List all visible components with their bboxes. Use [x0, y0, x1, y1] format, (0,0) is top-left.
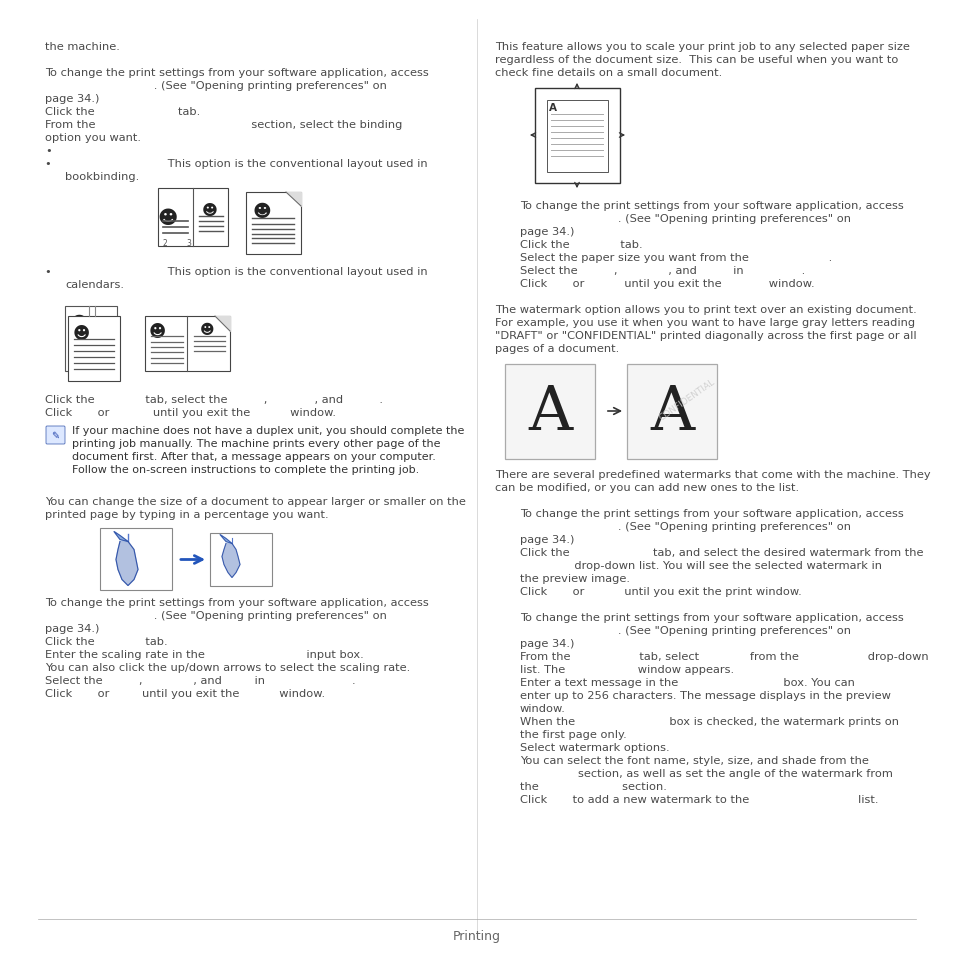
Text: ☻: ☻ — [202, 203, 217, 218]
Text: drop-down list. You will see the selected watermark in: drop-down list. You will see the selecte… — [519, 560, 882, 571]
Text: Follow the on-screen instructions to complete the printing job.: Follow the on-screen instructions to com… — [71, 464, 418, 475]
Text: From the                                           section, select the binding: From the section, select the binding — [45, 120, 402, 130]
Text: The watermark option allows you to print text over an existing document.: The watermark option allows you to print… — [495, 305, 916, 314]
Text: Click the                       tab.: Click the tab. — [45, 107, 200, 117]
Text: To change the print settings from your software application, access: To change the print settings from your s… — [519, 201, 902, 211]
Text: To change the print settings from your software application, access: To change the print settings from your s… — [45, 68, 428, 78]
Text: the first page only.: the first page only. — [519, 729, 626, 740]
Text: CONFIDENTIAL: CONFIDENTIAL — [657, 377, 716, 422]
Text: You can select the font name, style, size, and shade from the: You can select the font name, style, siz… — [519, 755, 868, 765]
Text: enter up to 256 characters. The message displays in the preview: enter up to 256 characters. The message … — [519, 690, 890, 700]
Text: the                       section.: the section. — [519, 781, 666, 791]
Polygon shape — [113, 532, 128, 542]
Text: printed page by typing in a percentage you want.: printed page by typing in a percentage y… — [45, 510, 328, 520]
Text: Enter a text message in the                             box. You can: Enter a text message in the box. You can — [519, 678, 854, 687]
Text: ☻: ☻ — [148, 323, 166, 340]
Polygon shape — [116, 542, 138, 586]
Text: Click the              tab.: Click the tab. — [519, 240, 642, 250]
Text: check fine details on a small document.: check fine details on a small document. — [495, 68, 721, 78]
Text: For example, you use it when you want to have large gray letters reading: For example, you use it when you want to… — [495, 317, 914, 328]
Text: ☻: ☻ — [72, 325, 90, 343]
Text: •                                This option is the conventional layout used in: • This option is the conventional layout… — [45, 267, 427, 276]
Text: To change the print settings from your software application, access: To change the print settings from your s… — [519, 613, 902, 622]
Text: Click       to add a new watermark to the                              list.: Click to add a new watermark to the list… — [519, 794, 878, 804]
Text: option you want.: option you want. — [45, 132, 141, 143]
Text: . (See "Opening printing preferences" on: . (See "Opening printing preferences" on — [519, 625, 850, 636]
Text: ☻: ☻ — [157, 209, 178, 228]
Text: ☻: ☻ — [70, 314, 89, 333]
Polygon shape — [214, 316, 230, 332]
Text: Printing: Printing — [453, 929, 500, 942]
Text: . (See "Opening printing preferences" on: . (See "Opening printing preferences" on — [519, 213, 850, 224]
Text: . (See "Opening printing preferences" on: . (See "Opening printing preferences" on — [519, 521, 850, 532]
Bar — [158, 189, 228, 247]
Text: calendars.: calendars. — [65, 280, 124, 290]
Bar — [535, 89, 619, 184]
Text: can be modified, or you can add new ones to the list.: can be modified, or you can add new ones… — [495, 482, 799, 493]
Bar — [626, 365, 717, 459]
Text: Select the          ,              , and         in                        .: Select the , , and in . — [45, 676, 355, 686]
Text: page 34.): page 34.) — [519, 535, 574, 544]
Bar — [100, 528, 172, 590]
Text: To change the print settings from your software application, access: To change the print settings from your s… — [45, 598, 428, 608]
Text: page 34.): page 34.) — [45, 624, 99, 634]
Text: 3: 3 — [186, 239, 191, 248]
Text: ☻: ☻ — [253, 203, 271, 221]
Text: pages of a document.: pages of a document. — [495, 344, 618, 354]
Bar — [68, 316, 120, 381]
Text: A: A — [527, 382, 572, 442]
Text: page 34.): page 34.) — [519, 227, 574, 236]
Text: Click the                       tab, and select the desired watermark from the: Click the tab, and select the desired wa… — [519, 547, 923, 558]
Text: window.: window. — [519, 703, 565, 713]
Text: Select the          ,              , and          in                .: Select the , , and in . — [519, 266, 804, 275]
Text: There are several predefined watermarks that come with the machine. They: There are several predefined watermarks … — [495, 470, 929, 479]
Text: section, as well as set the angle of the watermark from: section, as well as set the angle of the… — [519, 768, 892, 779]
Text: Select watermark options.: Select watermark options. — [519, 742, 669, 752]
Bar — [246, 193, 301, 254]
Text: Click       or         until you exit the           window.: Click or until you exit the window. — [45, 689, 325, 699]
Text: . (See "Opening printing preferences" on: . (See "Opening printing preferences" on — [45, 81, 387, 91]
Text: ✎: ✎ — [51, 431, 59, 440]
Text: Select the paper size you want from the                      .: Select the paper size you want from the … — [519, 253, 831, 263]
Text: 2: 2 — [163, 239, 168, 248]
Bar — [65, 307, 117, 372]
Polygon shape — [286, 193, 301, 207]
Text: document first. After that, a message appears on your computer.: document first. After that, a message ap… — [71, 452, 436, 461]
Text: the preview image.: the preview image. — [519, 574, 629, 583]
Text: page 34.): page 34.) — [45, 94, 99, 104]
Text: page 34.): page 34.) — [519, 639, 574, 648]
Text: This feature allows you to scale your print job to any selected paper size: This feature allows you to scale your pr… — [495, 42, 909, 52]
Text: regardless of the document size.  This can be useful when you want to: regardless of the document size. This ca… — [495, 55, 898, 65]
Text: ☻: ☻ — [199, 323, 214, 336]
Text: •                                This option is the conventional layout used in: • This option is the conventional layout… — [45, 159, 427, 169]
Text: If your machine does not have a duplex unit, you should complete the: If your machine does not have a duplex u… — [71, 426, 464, 436]
Bar — [546, 101, 607, 172]
Text: When the                          box is checked, the watermark prints on: When the box is checked, the watermark p… — [519, 717, 898, 726]
Text: Click the              tab.: Click the tab. — [45, 637, 168, 647]
Text: You can change the size of a document to appear larger or smaller on the: You can change the size of a document to… — [45, 497, 465, 507]
Text: the machine.: the machine. — [45, 42, 120, 52]
Polygon shape — [220, 535, 232, 544]
Text: Click the              tab, select the          ,             , and          .: Click the tab, select the , , and . — [45, 395, 382, 405]
Bar — [504, 365, 595, 459]
Text: A: A — [649, 382, 694, 442]
Text: . (See "Opening printing preferences" on: . (See "Opening printing preferences" on — [45, 611, 387, 620]
Text: Click       or           until you exit the             window.: Click or until you exit the window. — [519, 278, 814, 289]
Text: Click       or            until you exit the           window.: Click or until you exit the window. — [45, 408, 335, 417]
Bar — [145, 316, 230, 372]
Polygon shape — [222, 544, 240, 578]
Text: Click       or           until you exit the print window.: Click or until you exit the print window… — [519, 586, 801, 597]
Bar — [210, 533, 272, 586]
Text: A: A — [548, 103, 557, 112]
Text: bookbinding.: bookbinding. — [65, 172, 139, 182]
Text: list. The                    window appears.: list. The window appears. — [519, 664, 734, 675]
FancyBboxPatch shape — [46, 427, 65, 444]
Text: You can also click the up/down arrows to select the scaling rate.: You can also click the up/down arrows to… — [45, 662, 410, 673]
Text: From the                   tab, select              from the                   d: From the tab, select from the d — [519, 651, 927, 661]
Text: "DRAFT" or "CONFIDENTIAL" printed diagonally across the first page or all: "DRAFT" or "CONFIDENTIAL" printed diagon… — [495, 331, 916, 340]
Text: To change the print settings from your software application, access: To change the print settings from your s… — [519, 509, 902, 518]
Text: Enter the scaling rate in the                            input box.: Enter the scaling rate in the input box. — [45, 650, 363, 659]
Text: printing job manually. The machine prints every other page of the: printing job manually. The machine print… — [71, 438, 440, 449]
Text: •: • — [45, 146, 51, 156]
